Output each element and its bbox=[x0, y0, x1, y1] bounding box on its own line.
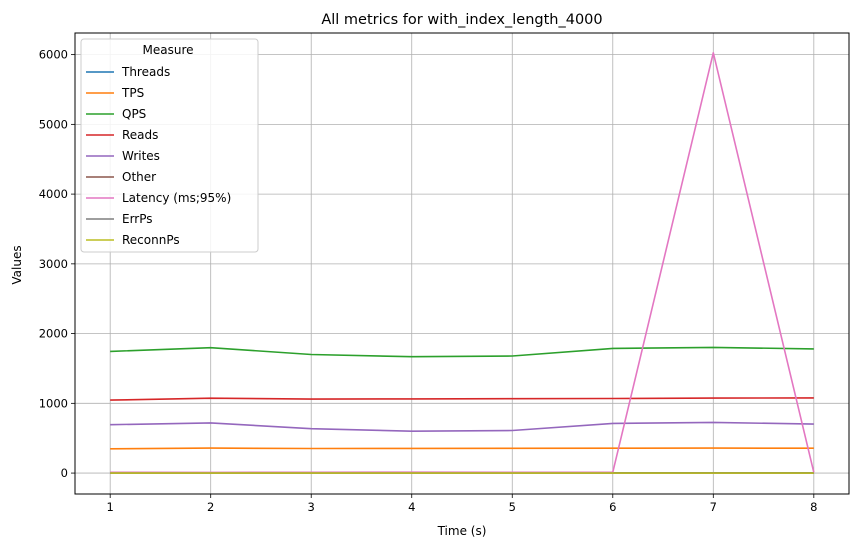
x-axis-label: Time (s) bbox=[437, 524, 487, 538]
x-tick-label: 2 bbox=[207, 500, 214, 514]
legend-item-latency-ms-95[interactable]: Latency (ms;95%) bbox=[86, 191, 231, 205]
x-tick-label: 6 bbox=[609, 500, 616, 514]
x-tick-label: 8 bbox=[810, 500, 817, 514]
legend-item-other[interactable]: Other bbox=[86, 170, 156, 184]
legend-item-writes[interactable]: Writes bbox=[86, 149, 160, 163]
legend-label: Threads bbox=[121, 65, 170, 79]
series-layer bbox=[110, 51, 815, 474]
legend-label: ErrPs bbox=[122, 212, 153, 226]
legend-item-tps[interactable]: TPS bbox=[86, 86, 144, 100]
y-tick-label: 2000 bbox=[39, 327, 68, 341]
series-line-reads bbox=[110, 397, 814, 401]
legend-item-reconnps[interactable]: ReconnPs bbox=[86, 233, 180, 247]
legend-label: Writes bbox=[122, 149, 160, 163]
legend-item-threads[interactable]: Threads bbox=[86, 65, 170, 79]
y-tick-label: 6000 bbox=[39, 48, 68, 62]
legend-box bbox=[80, 38, 259, 253]
y-tick-label: 5000 bbox=[39, 117, 68, 131]
series-line-tps bbox=[110, 447, 814, 450]
legend-label: Other bbox=[122, 170, 156, 184]
chart-title: All metrics for with_index_length_4000 bbox=[321, 12, 602, 28]
x-tick-label: 4 bbox=[408, 500, 415, 514]
series-line-qps bbox=[110, 346, 814, 358]
y-tick-label: 1000 bbox=[39, 396, 68, 410]
legend[interactable]: Measure Threads TPS QPS Reads Writes Other Late… bbox=[80, 38, 259, 253]
y-axis-label: Values bbox=[10, 245, 24, 284]
legend-label: Reads bbox=[122, 128, 158, 142]
x-tick-label: 5 bbox=[509, 500, 516, 514]
legend-title: Measure bbox=[143, 43, 194, 57]
legend-item-qps[interactable]: QPS bbox=[86, 107, 146, 121]
series-line-writes bbox=[110, 421, 814, 433]
y-tick-label: 3000 bbox=[39, 257, 68, 271]
x-tick-label: 7 bbox=[710, 500, 717, 514]
y-tick-label: 0 bbox=[61, 466, 68, 480]
y-axis: 0 1000 2000 3000 4000 5000 6000 bbox=[39, 48, 75, 480]
legend-item-errps[interactable]: ErrPs bbox=[86, 212, 153, 226]
x-axis: 1 2 3 4 5 6 7 8 bbox=[107, 494, 817, 514]
legend-label: TPS bbox=[121, 86, 144, 100]
y-tick-label: 4000 bbox=[39, 187, 68, 201]
legend-item-reads[interactable]: Reads bbox=[86, 128, 158, 142]
x-tick-label: 1 bbox=[107, 500, 114, 514]
legend-label: Latency (ms;95%) bbox=[122, 191, 231, 205]
legend-label: ReconnPs bbox=[122, 233, 180, 247]
legend-label: QPS bbox=[122, 107, 146, 121]
x-tick-label: 3 bbox=[308, 500, 315, 514]
